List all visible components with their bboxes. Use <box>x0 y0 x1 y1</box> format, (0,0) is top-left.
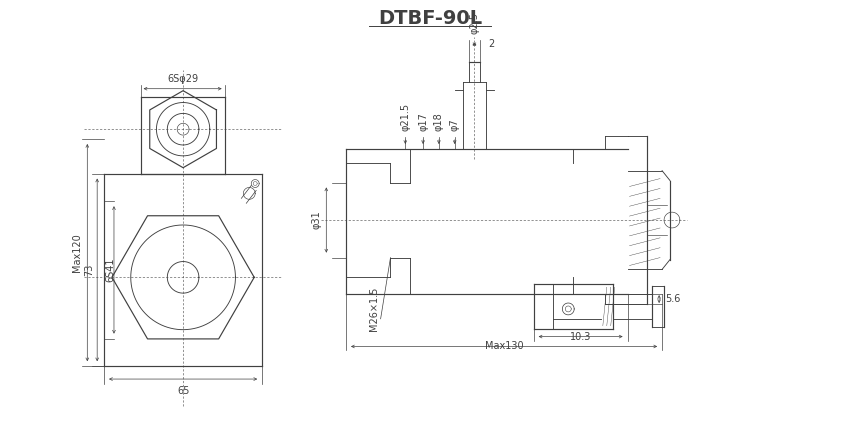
Text: φ31: φ31 <box>311 211 322 229</box>
Text: 73: 73 <box>84 264 95 276</box>
Text: φ17: φ17 <box>418 112 428 131</box>
Text: Max130: Max130 <box>485 341 524 351</box>
Text: M26×1.5: M26×1.5 <box>369 286 378 331</box>
Text: DTBF-90L: DTBF-90L <box>378 9 482 28</box>
Text: 10.3: 10.3 <box>570 332 592 341</box>
Text: 5.6: 5.6 <box>665 294 680 304</box>
Text: 2: 2 <box>488 39 494 49</box>
Text: φ18: φ18 <box>434 112 444 131</box>
Text: φ2.5: φ2.5 <box>470 13 479 34</box>
Text: φ7: φ7 <box>450 118 460 131</box>
Text: 65: 65 <box>177 386 189 396</box>
Text: 6S41: 6S41 <box>105 258 115 282</box>
Text: φ21.5: φ21.5 <box>400 103 410 131</box>
Text: 6Sφ29: 6Sφ29 <box>168 74 199 84</box>
Text: Max120: Max120 <box>72 233 83 272</box>
